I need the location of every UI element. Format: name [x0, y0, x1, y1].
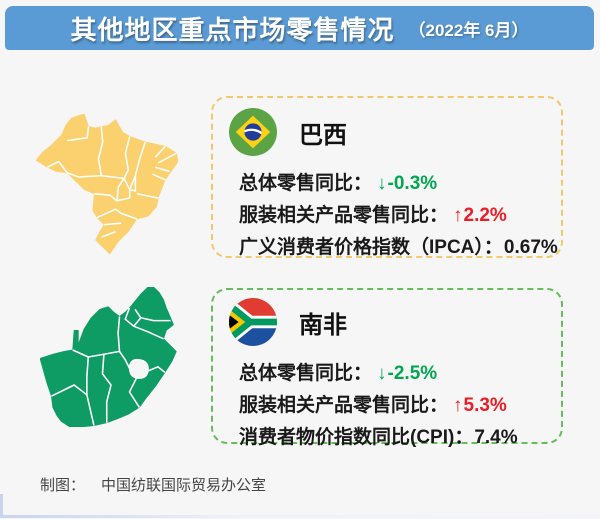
credit-value: 中国纺联国际贸易办公室	[101, 477, 267, 494]
south-africa-country-name: 南非	[299, 311, 347, 339]
brazil-info-box: 巴西 总体零售同比： ↓-0.3% 服装相关产品零售同比： ↑2.2% 广义消费者价…	[211, 96, 563, 258]
south-africa-country-row: 南非	[229, 298, 561, 346]
brazil-stat-apparel: 服装相关产品零售同比： ↑2.2%	[239, 200, 561, 232]
south-africa-stats: 总体零售同比： ↓-2.5% 服装相关产品零售同比： ↑5.3% 消费者物价指数同比…	[239, 358, 561, 454]
lesotho-cutout	[128, 358, 149, 379]
stat-label: 总体零售同比：	[239, 363, 373, 384]
south-africa-stat-apparel: 服装相关产品零售同比： ↑5.3%	[239, 390, 561, 422]
south-africa-stat-retail: 总体零售同比： ↓-2.5%	[239, 358, 561, 390]
brazil-country-row: 巴西	[229, 108, 561, 156]
stat-value: -2.5%	[387, 363, 438, 384]
stat-value: 2.2%	[463, 205, 507, 226]
page-title: 其他地区重点市场零售情况	[70, 14, 395, 45]
south-africa-flag-icon	[229, 298, 277, 346]
footer-credit: 制图： 中国纺联国际贸易办公室	[40, 474, 266, 495]
up-arrow-icon: ↑	[453, 395, 463, 416]
south-africa-map-icon	[40, 287, 177, 427]
brazil-stats: 总体零售同比： ↓-0.3% 服装相关产品零售同比： ↑2.2% 广义消费者价格指数…	[239, 168, 561, 264]
stat-value: -0.3%	[387, 173, 438, 194]
brazil-country-name: 巴西	[299, 121, 347, 149]
bottom-left-edge-sliver	[0, 494, 3, 518]
south-africa-info-box: 南非 总体零售同比： ↓-2.5% 服装相关产品零售同比： ↑5.3% 消费者物价指…	[211, 288, 563, 448]
down-arrow-icon: ↓	[377, 363, 387, 384]
down-arrow-icon: ↓	[377, 173, 387, 194]
stat-value: 0.67%	[503, 237, 558, 258]
stat-label: 广义消费者价格指数（IPCA）：	[239, 237, 503, 258]
brazil-stat-ipca: 广义消费者价格指数（IPCA）：0.67%	[239, 232, 561, 264]
header-banner: 其他地区重点市场零售情况 （2022年 6月）	[5, 6, 594, 50]
stat-label: 服装相关产品零售同比：	[239, 395, 449, 416]
up-arrow-icon: ↑	[453, 205, 463, 226]
stat-label: 消费者物价指数同比(CPI)：	[239, 427, 474, 448]
stat-label: 总体零售同比：	[239, 173, 373, 194]
stat-value: 5.3%	[463, 395, 507, 416]
brazil-stat-retail: 总体零售同比： ↓-0.3%	[239, 168, 561, 200]
bottom-edge-strip	[0, 515, 600, 518]
credit-label: 制图：	[40, 477, 86, 494]
page-subtitle: （2022年 6月）	[408, 20, 529, 40]
stat-value: 7.4%	[474, 427, 518, 448]
south-africa-stat-cpi: 消费者物价指数同比(CPI)：7.4%	[239, 422, 561, 454]
brazil-flag-icon	[229, 108, 277, 156]
brazil-map-icon	[36, 114, 178, 254]
stat-label: 服装相关产品零售同比：	[239, 205, 449, 226]
